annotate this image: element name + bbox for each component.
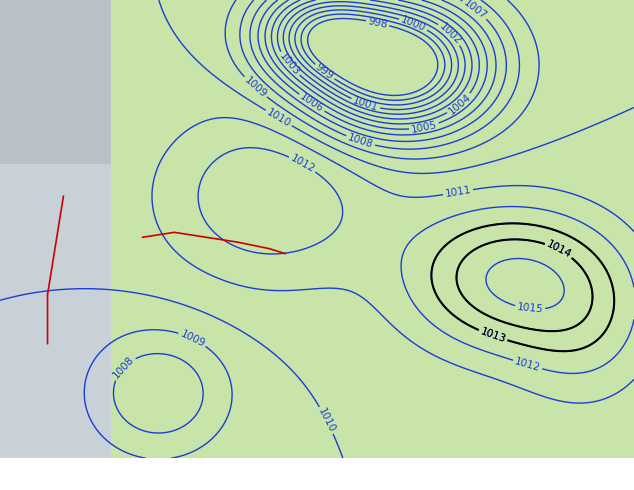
Text: 1012: 1012	[514, 356, 541, 373]
FancyBboxPatch shape	[0, 0, 222, 164]
Text: 1013: 1013	[479, 326, 507, 344]
Text: 1007: 1007	[462, 0, 489, 21]
Text: 1014: 1014	[545, 239, 573, 260]
Text: 1008: 1008	[111, 355, 136, 381]
Text: 1000: 1000	[399, 14, 427, 33]
Text: 1015: 1015	[517, 302, 544, 315]
Text: 1012: 1012	[288, 153, 316, 175]
Text: 1006: 1006	[298, 92, 325, 115]
Text: 1013: 1013	[479, 326, 507, 344]
Text: 1014: 1014	[545, 239, 573, 260]
Text: 1005: 1005	[410, 120, 438, 134]
Text: 1008: 1008	[346, 132, 375, 150]
Text: 998: 998	[367, 16, 389, 30]
FancyBboxPatch shape	[0, 0, 634, 458]
FancyBboxPatch shape	[0, 0, 127, 458]
Text: 1010: 1010	[316, 406, 337, 434]
Text: 1003: 1003	[277, 51, 301, 78]
Text: 1001: 1001	[351, 96, 380, 113]
Text: 1004: 1004	[446, 92, 473, 117]
Text: 999: 999	[314, 62, 335, 82]
Text: 1010: 1010	[265, 107, 292, 129]
Text: © weatheronline.co.uk: © weatheronline.co.uk	[496, 480, 628, 490]
Text: Surface pressure [hPa] Arpege-eu: Surface pressure [hPa] Arpege-eu	[6, 466, 247, 479]
Text: 1009: 1009	[242, 75, 268, 100]
Text: 1009: 1009	[179, 328, 207, 349]
Text: 1011: 1011	[444, 185, 472, 199]
FancyBboxPatch shape	[0, 0, 79, 458]
Text: 1002: 1002	[437, 21, 463, 47]
FancyBboxPatch shape	[0, 0, 190, 196]
FancyBboxPatch shape	[111, 0, 634, 458]
Text: Su 09-06-2024 06:00 UTC (06+72): Su 09-06-2024 06:00 UTC (06+72)	[395, 463, 628, 476]
